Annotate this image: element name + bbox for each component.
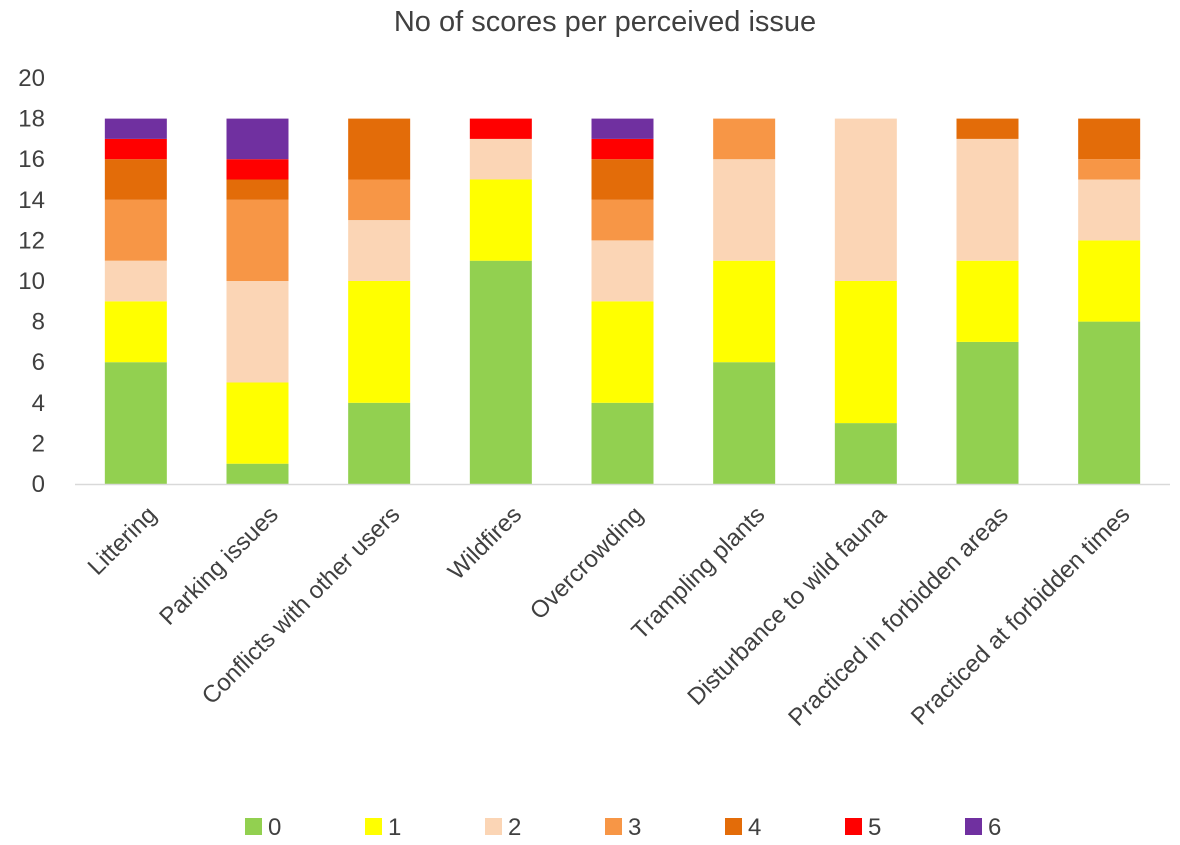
bar-segment (591, 138, 654, 160)
bar-segment (1078, 240, 1141, 322)
x-category-label: Parking issues (154, 501, 283, 630)
legend-swatch (365, 818, 382, 835)
bar-segment (591, 301, 654, 403)
bar-segment (834, 118, 897, 281)
bar-segment (226, 199, 289, 281)
bar-segment (226, 463, 289, 484)
bar-segment (226, 159, 289, 180)
bar-segment (469, 118, 532, 139)
legend-label: 5 (868, 814, 881, 841)
bar-segment (956, 118, 1019, 139)
x-category-label: Practiced at forbidden times (906, 501, 1135, 730)
bar-segment (469, 179, 532, 261)
y-tick-label: 14 (18, 187, 45, 214)
bar-segment (1078, 179, 1141, 241)
bar-segment (834, 423, 897, 484)
legend-swatch (485, 818, 502, 835)
bar-segment (104, 301, 167, 363)
legend-label: 2 (508, 814, 521, 841)
y-tick-label: 4 (32, 390, 45, 417)
y-tick-label: 2 (32, 430, 45, 457)
legend-swatch (965, 818, 982, 835)
bar-segment (226, 281, 289, 383)
x-category-label: Disturbance to wild fauna (682, 501, 892, 711)
legend-label: 4 (748, 814, 761, 841)
x-category-label: Practiced in forbidden areas (783, 501, 1013, 731)
legend-swatch (605, 818, 622, 835)
y-tick-label: 16 (18, 146, 45, 173)
bar-segment (348, 402, 411, 484)
legend-label: 0 (268, 814, 281, 841)
bar-segment (834, 281, 897, 424)
bar-segment (591, 240, 654, 302)
bar-segment (104, 362, 167, 484)
bar-segment (591, 402, 654, 484)
bar-segment (713, 159, 776, 261)
bar-segment (226, 179, 289, 200)
y-tick-label: 8 (32, 309, 45, 336)
bar-segment (226, 382, 289, 464)
bar-segment (104, 159, 167, 200)
bar-segment (226, 118, 289, 160)
y-axis: 0 2 4 6 8 10 12 14 16 18 20 (18, 65, 45, 498)
bar-segment (1078, 321, 1141, 484)
legend-swatch (245, 818, 262, 835)
y-tick-label: 18 (18, 106, 45, 133)
y-tick-label: 0 (32, 471, 45, 498)
legend-swatch (845, 818, 862, 835)
x-category-label: Overcrowding (525, 501, 649, 625)
x-category-label: Littering (83, 501, 162, 580)
legend-label: 1 (388, 814, 401, 841)
bar-segment (348, 179, 411, 221)
legend: 0 1 2 3 4 5 6 (245, 814, 1001, 841)
bar-segment (1078, 159, 1141, 180)
bar-segment (104, 260, 167, 302)
bar-segment (348, 281, 411, 403)
bar-segment (348, 118, 411, 180)
bar-segment (591, 118, 654, 139)
y-tick-label: 20 (18, 65, 45, 92)
legend-label: 6 (988, 814, 1001, 841)
chart-title: No of scores per perceived issue (393, 6, 817, 38)
bar-segment (469, 138, 532, 180)
bar-segment (348, 220, 411, 281)
bar-segment (713, 118, 776, 160)
bar-segment (104, 199, 167, 261)
legend-swatch (725, 818, 742, 835)
y-tick-label: 6 (32, 349, 45, 376)
bar-segment (591, 159, 654, 200)
bars (104, 118, 1141, 484)
y-tick-label: 10 (18, 268, 45, 295)
y-tick-label: 12 (18, 227, 45, 254)
x-category-label: Wildfires (443, 501, 527, 585)
bar-segment (591, 199, 654, 241)
bar-segment (956, 138, 1019, 261)
bar-segment (713, 260, 776, 363)
bar-segment (956, 341, 1019, 484)
bar-segment (104, 138, 167, 160)
bar-segment (104, 118, 167, 139)
x-category-label: Conflicts with other users (197, 501, 406, 710)
legend-label: 3 (628, 814, 641, 841)
bar-segment (469, 260, 532, 484)
x-category-label: Trampling plants (626, 501, 770, 645)
bar-segment (713, 362, 776, 484)
bar-segment (956, 260, 1019, 342)
bar-segment (1078, 118, 1141, 160)
